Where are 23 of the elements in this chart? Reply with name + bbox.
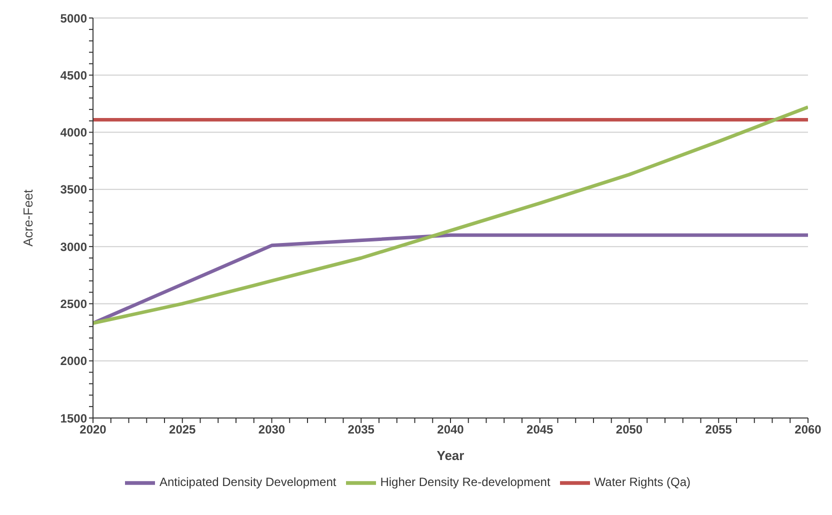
y-tick-label: 1500 [60, 411, 88, 426]
legend-label: Water Rights (Qa) [594, 475, 691, 490]
y-tick-label: 4000 [60, 126, 88, 140]
x-axis-title: Year [436, 448, 464, 463]
x-tick-label: 2055 [705, 422, 732, 437]
y-tick-label: 2500 [60, 296, 88, 311]
y-tick-label: 3000 [60, 240, 88, 254]
y-tick-label: 2000 [60, 354, 88, 368]
line-series [93, 105, 808, 325]
y-tick-label: 3500 [60, 182, 88, 197]
x-tick-label: 2045 [526, 422, 554, 437]
y-axis-title: Acre-Feet [20, 189, 36, 247]
legend-label: Higher Density Re-development [380, 475, 550, 490]
y-tick-label: 5000 [60, 11, 88, 26]
legend-label: Anticipated Density Development [159, 475, 336, 490]
x-tick-label: 2025 [169, 422, 196, 437]
x-tick-label: 2035 [348, 422, 375, 437]
x-tick-label: 2020 [80, 422, 107, 437]
x-tick-label: 2060 [794, 422, 822, 437]
y-tick-label: 4500 [60, 68, 88, 82]
x-tick-label: 2030 [258, 422, 286, 437]
x-tick-label: 2040 [437, 422, 464, 437]
x-tick-label: 2050 [616, 422, 643, 437]
